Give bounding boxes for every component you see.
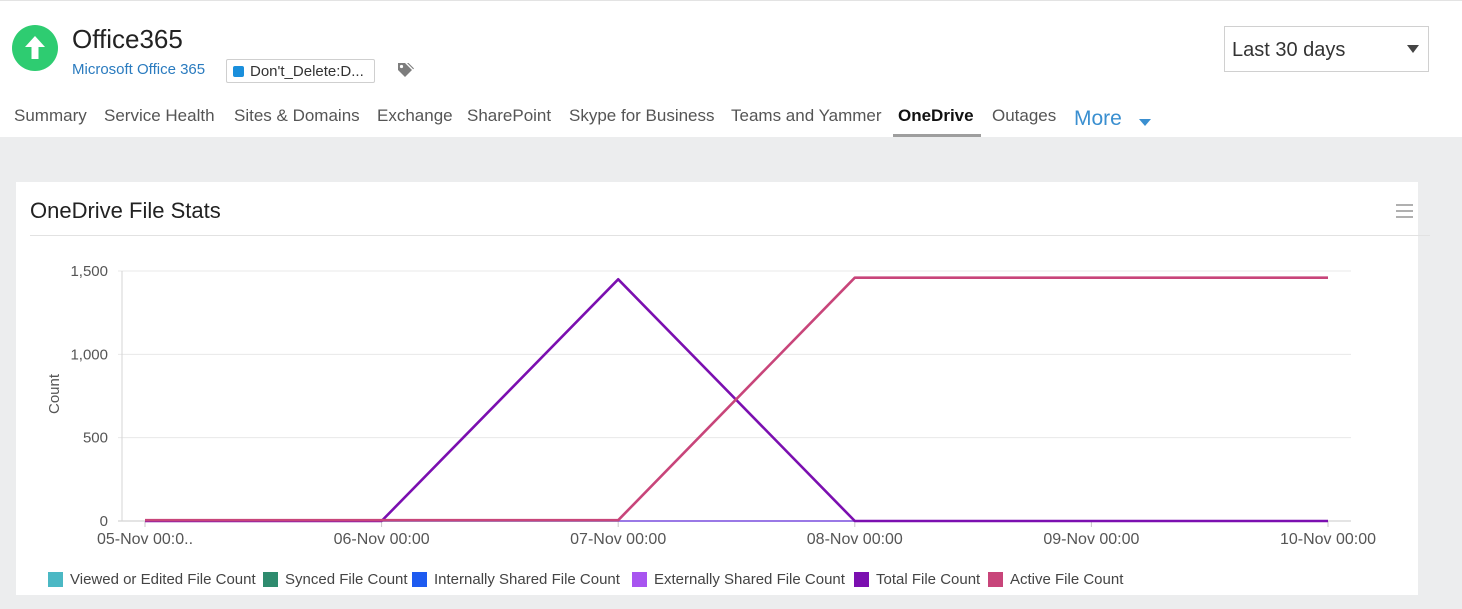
tag-color-swatch <box>233 66 244 77</box>
period-select[interactable]: Last 30 days <box>1224 26 1429 72</box>
tab-more-label: More <box>1074 107 1122 130</box>
tab-more[interactable]: More <box>1074 107 1151 131</box>
legend-label: Synced File Count <box>285 571 408 588</box>
legend-swatch <box>263 572 278 587</box>
y-tick-label: 1,000 <box>70 346 108 363</box>
legend-label: Viewed or Edited File Count <box>70 571 256 588</box>
legend-label: Externally Shared File Count <box>654 571 845 588</box>
card-title: OneDrive File Stats <box>30 198 221 223</box>
y-tick-label: 0 <box>100 513 108 530</box>
tab-skype-for-business[interactable]: Skype for Business <box>569 106 715 125</box>
x-tick-label: 05-Nov 00:0.. <box>97 531 193 548</box>
menu-icon[interactable] <box>1396 204 1413 218</box>
tag-chip[interactable]: Don't_Delete:D... <box>226 59 375 83</box>
legend-swatch <box>632 572 647 587</box>
tab-onedrive[interactable]: OneDrive <box>898 106 974 125</box>
period-select-value: Last 30 days <box>1232 39 1346 61</box>
tab-sites-domains[interactable]: Sites & Domains <box>234 106 360 125</box>
legend-swatch <box>988 572 1003 587</box>
card-divider <box>30 235 1430 236</box>
status-indicator <box>12 25 58 71</box>
chart-card <box>16 182 1418 595</box>
y-axis-label: Count <box>46 373 63 414</box>
active-tab-indicator <box>893 134 981 138</box>
chevron-down-icon <box>1407 45 1419 53</box>
tag-icon[interactable] <box>396 61 414 79</box>
legend-swatch <box>48 572 63 587</box>
tab-service-health[interactable]: Service Health <box>104 106 215 125</box>
chevron-down-icon <box>1139 119 1151 126</box>
y-tick-label: 500 <box>83 430 108 447</box>
x-tick-label: 09-Nov 00:00 <box>1043 531 1139 548</box>
tab-outages[interactable]: Outages <box>992 106 1057 125</box>
tab-sharepoint[interactable]: SharePoint <box>467 106 552 125</box>
legend-swatch <box>854 572 869 587</box>
legend-label: Active File Count <box>1010 571 1124 588</box>
tag-label: Don't_Delete:D... <box>250 63 364 80</box>
legend-label: Total File Count <box>876 571 981 588</box>
series-line-active-file-count[interactable] <box>145 276 1328 522</box>
monitor-type-link[interactable]: Microsoft Office 365 <box>72 61 206 78</box>
x-tick-label: 08-Nov 00:00 <box>807 531 903 548</box>
legend-label: Internally Shared File Count <box>434 571 620 588</box>
tab-summary[interactable]: Summary <box>14 106 87 125</box>
top-border <box>0 0 1462 1</box>
y-tick-label: 1,500 <box>70 263 108 280</box>
arrow-up-icon <box>25 36 45 59</box>
x-tick-label: 07-Nov 00:00 <box>570 531 666 548</box>
x-tick-label: 10-Nov 00:00 <box>1280 531 1376 548</box>
legend-swatch <box>412 572 427 587</box>
tab-teams-and-yammer[interactable]: Teams and Yammer <box>731 106 882 125</box>
tab-exchange[interactable]: Exchange <box>377 106 453 125</box>
x-tick-label: 06-Nov 00:00 <box>334 531 430 548</box>
monitor-title: Office365 <box>72 24 183 54</box>
